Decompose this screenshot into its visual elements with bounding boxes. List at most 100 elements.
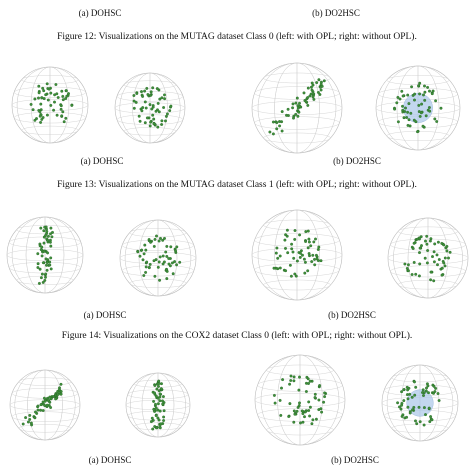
scatter-point xyxy=(419,235,423,239)
scatter-point xyxy=(158,395,162,399)
scatter-point xyxy=(42,396,46,400)
scatter-point xyxy=(39,102,43,106)
scatter-point xyxy=(162,106,166,109)
scatter-point xyxy=(174,249,177,253)
scatter-point xyxy=(294,101,298,105)
scatter-point xyxy=(414,272,418,276)
scatter-point xyxy=(310,422,314,426)
sphere-plot xyxy=(387,217,469,299)
scatter-point xyxy=(306,103,310,107)
scatter-point xyxy=(440,273,444,277)
scatter-point xyxy=(433,242,437,246)
scatter-point xyxy=(49,232,52,236)
scatter-point xyxy=(38,114,42,118)
scatter-point xyxy=(426,384,430,388)
scatter-point xyxy=(150,107,154,111)
scatter-point xyxy=(271,132,275,136)
scatter-point xyxy=(160,382,163,386)
scatter-point xyxy=(152,122,156,126)
sphere-plot xyxy=(381,364,459,442)
scatter-point xyxy=(279,413,283,417)
scatter-point xyxy=(34,410,37,414)
scatter-point xyxy=(412,260,416,264)
scatter-point xyxy=(151,86,155,90)
scatter-point xyxy=(299,249,303,253)
scatter-point xyxy=(45,261,49,264)
scatter-point xyxy=(151,427,155,431)
scatter-point xyxy=(151,105,155,109)
scatter-point xyxy=(303,415,306,419)
scatter-point xyxy=(26,420,30,424)
scatter-point xyxy=(292,379,296,383)
scatter-point xyxy=(157,239,161,243)
scatter-point xyxy=(317,398,321,402)
scatter-point xyxy=(430,92,434,96)
scatter-point xyxy=(289,274,293,278)
scatter-point xyxy=(435,120,439,123)
scatter-point xyxy=(141,258,145,262)
scatter-point xyxy=(178,260,182,264)
scatter-point xyxy=(294,274,298,278)
scatter-point xyxy=(153,274,157,278)
scatter-point xyxy=(303,260,307,264)
scatter-point xyxy=(159,236,162,240)
figure-caption: Figure 12: Visualizations on the MUTAG d… xyxy=(57,31,417,42)
scatter-point xyxy=(414,419,417,423)
scatter-point xyxy=(278,254,282,258)
latitude xyxy=(263,219,331,231)
scatter-point xyxy=(167,262,171,266)
scatter-point xyxy=(401,108,405,112)
scatter-point xyxy=(156,125,160,129)
sphere-plot xyxy=(251,62,343,154)
scatter-point xyxy=(410,273,414,276)
scatter-point xyxy=(156,402,160,406)
scatter-point xyxy=(303,410,307,414)
scatter-point xyxy=(44,93,48,97)
scatter-point xyxy=(292,116,295,120)
scatter-point xyxy=(320,410,324,414)
scatter-point xyxy=(432,250,436,254)
scatter-point xyxy=(158,255,162,259)
scatter-point xyxy=(320,84,324,88)
scatter-point xyxy=(421,391,424,394)
scatter-point xyxy=(37,91,41,95)
scatter-point xyxy=(426,249,430,252)
scatter-point xyxy=(152,117,156,121)
scatter-point xyxy=(427,391,430,395)
latitude xyxy=(121,239,195,251)
scatter-point xyxy=(158,399,162,403)
scatter-point xyxy=(425,386,428,390)
scatter-point xyxy=(40,245,44,249)
scatter-point xyxy=(318,384,322,387)
scatter-point xyxy=(288,402,292,406)
scatter-point xyxy=(38,267,42,271)
scatter-point xyxy=(55,92,59,96)
scatter-point xyxy=(407,269,410,273)
scatter-point xyxy=(49,91,53,95)
sphere-plot xyxy=(119,219,197,297)
scatter-point xyxy=(169,245,173,249)
scatter-point xyxy=(424,239,427,243)
scatter-point xyxy=(396,401,400,405)
scatter-point xyxy=(55,113,59,117)
scatter-point xyxy=(408,392,412,396)
scatter-point xyxy=(424,114,428,118)
scatter-point xyxy=(144,265,148,269)
scatter-point xyxy=(306,377,310,381)
scatter-point xyxy=(61,98,65,102)
scatter-point xyxy=(436,392,440,395)
scatter-point xyxy=(158,426,162,430)
scatter-point xyxy=(161,399,164,403)
scatter-point xyxy=(284,269,288,273)
scatter-point xyxy=(43,225,47,229)
scatter-point xyxy=(435,253,439,257)
latitude xyxy=(391,423,449,433)
scatter-point xyxy=(158,409,162,413)
scatter-point xyxy=(323,391,327,395)
scatter-point xyxy=(422,93,425,97)
scatter-point xyxy=(308,405,312,409)
scatter-point xyxy=(443,256,447,260)
scatter-point xyxy=(307,400,311,404)
scatter-point xyxy=(423,84,426,88)
scatter-point xyxy=(54,83,58,86)
